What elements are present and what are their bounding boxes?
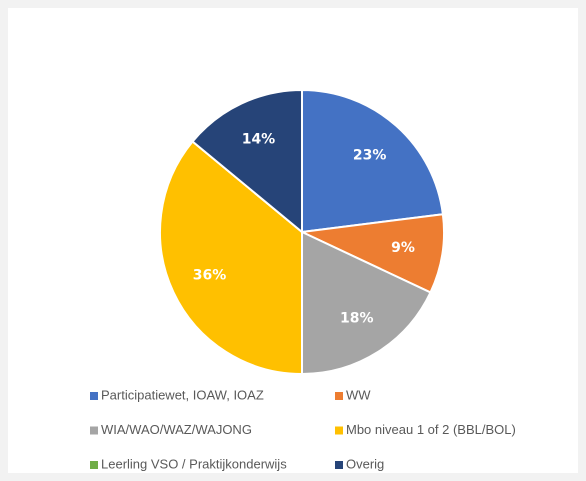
legend-marker <box>335 426 343 435</box>
legend-label: WW <box>346 387 371 402</box>
data-label: 18% <box>340 310 374 326</box>
data-label: 9% <box>391 240 415 256</box>
pie-slice <box>159 140 303 376</box>
legend-marker <box>335 392 343 400</box>
pie-slice <box>298 213 445 294</box>
legend-marker <box>90 461 98 469</box>
data-label: 36% <box>193 268 227 284</box>
legend-label: Mbo niveau 1 of 2 (BBL/BOL) <box>346 422 516 437</box>
legend-label: Overig <box>346 456 384 471</box>
legend-label: Leerling VSO / Praktijkonderwijs <box>101 456 287 471</box>
legend-label: Participatiewet, IOAW, IOAZ <box>101 387 264 402</box>
legend-marker <box>90 426 98 435</box>
pie-slice <box>301 230 432 376</box>
legend-label: WIA/WAO/WAZ/WAJONG <box>101 422 252 437</box>
legend-marker <box>90 392 98 400</box>
data-label: 23% <box>353 147 387 163</box>
pie-slice <box>301 88 444 234</box>
legend-marker <box>335 461 343 469</box>
pie-slice <box>191 88 303 235</box>
data-label: 14% <box>242 131 276 147</box>
